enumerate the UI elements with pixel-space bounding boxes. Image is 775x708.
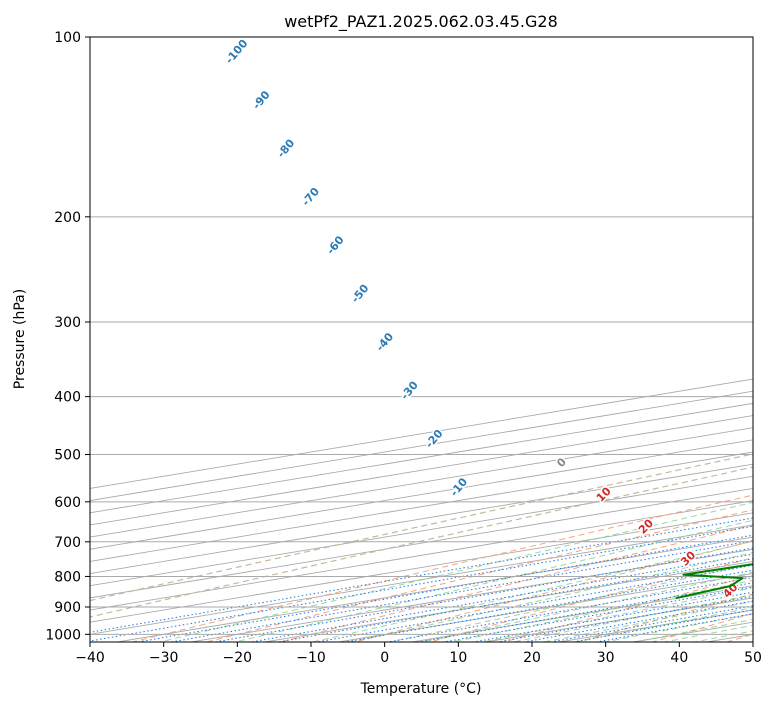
x-tick-label: 50	[744, 650, 762, 666]
moist-adiabat-line	[661, 624, 753, 642]
y-tick-label: 100	[54, 30, 81, 46]
x-axis-label: Temperature (°C)	[360, 681, 482, 697]
dry-adiabat-label: -50	[349, 282, 372, 306]
y-tick-label: 500	[54, 448, 81, 464]
y-tick-label: 1000	[45, 627, 81, 643]
isotherm-line	[188, 548, 753, 642]
dry-adiabat-label: -100	[223, 37, 251, 67]
isotherm-line	[90, 463, 753, 575]
moist-adiabat-line	[309, 540, 753, 642]
plot-area: -100-90-80-70-60-50-40-30-20-10010203040…	[90, 37, 775, 642]
y-tick-label: 800	[54, 569, 81, 585]
temperature-profile-line	[757, 37, 775, 600]
dry-adiabat-label: -80	[275, 136, 298, 160]
x-tick-label: 0	[380, 650, 389, 666]
moist-adiabat-line	[418, 571, 753, 642]
x-tick-label: 30	[597, 650, 615, 666]
dry-adiabat-line	[576, 593, 753, 642]
isotherm-line	[409, 585, 753, 642]
x-tick-label: −40	[75, 650, 105, 666]
isotherm-line	[556, 609, 753, 642]
moist-adiabat-label: 0	[554, 455, 569, 470]
y-tick-label: 200	[54, 210, 81, 226]
dry-adiabat-label: -40	[373, 330, 396, 354]
dry-adiabat-line	[90, 466, 753, 618]
x-tick-label: 20	[523, 650, 541, 666]
isotherm-line	[482, 597, 753, 642]
x-axis-ticks: −40 −30 −20 −10 0 10 20 30 40 50	[75, 642, 762, 666]
moist-adiabat-line	[449, 579, 753, 642]
x-tick-label: −20	[223, 650, 253, 666]
dewpoint-profile-line	[675, 563, 753, 600]
mixing-ratio-line	[385, 576, 753, 642]
dry-adiabat-line	[278, 524, 753, 642]
moist-adiabat-lines	[157, 501, 753, 642]
isotherm-line	[90, 475, 753, 587]
dry-adiabat-line	[130, 494, 753, 642]
x-tick-label: −10	[296, 650, 326, 666]
isotherm-lines	[90, 378, 753, 642]
x-tick-label: 40	[670, 650, 688, 666]
y-axis-ticks: 100 200 300 400 500 600 700 800 900 1000	[45, 30, 90, 643]
moist-adiabat-line	[348, 552, 753, 642]
dry-adiabat-label: -30	[398, 378, 421, 402]
pressure-grid-lines	[90, 37, 753, 635]
y-tick-label: 900	[54, 600, 81, 616]
dry-adiabat-label: -90	[250, 88, 273, 112]
chart-title: wetPf2_PAZ1.2025.062.03.45.G28	[284, 12, 558, 32]
dry-adiabat-label: -70	[299, 185, 322, 209]
x-tick-label: 10	[449, 650, 467, 666]
dry-adiabat-line	[353, 540, 753, 642]
dry-adiabat-line	[90, 453, 753, 602]
x-tick-label: −30	[149, 650, 179, 666]
moist-adiabat-line	[510, 594, 753, 642]
isotherm-line	[114, 536, 753, 642]
profile-series	[675, 37, 775, 600]
isotherm-line	[90, 512, 753, 623]
moist-adiabat-line	[571, 607, 753, 642]
dry-adiabat-line	[501, 574, 753, 642]
dry-adiabat-lines	[90, 453, 753, 642]
dry-adiabat-label: -10	[448, 475, 471, 499]
y-tick-label: 700	[54, 535, 81, 551]
mixing-ratio-line	[167, 540, 753, 642]
isotherm-line	[90, 500, 753, 611]
moist-adiabat-line	[157, 501, 753, 642]
isotherm-line	[90, 524, 753, 635]
y-axis-label: Pressure (hPa)	[12, 289, 28, 389]
y-tick-label: 600	[54, 495, 81, 511]
moist-adiabat-line	[541, 600, 753, 642]
moist-adiabat-line	[480, 587, 753, 642]
y-tick-label: 400	[54, 390, 81, 406]
y-tick-label: 300	[54, 315, 81, 331]
isotherm-line	[90, 488, 753, 599]
plot-frame	[89, 36, 754, 643]
isotherm-line	[90, 451, 753, 562]
dry-adiabat-label: -60	[324, 233, 347, 257]
